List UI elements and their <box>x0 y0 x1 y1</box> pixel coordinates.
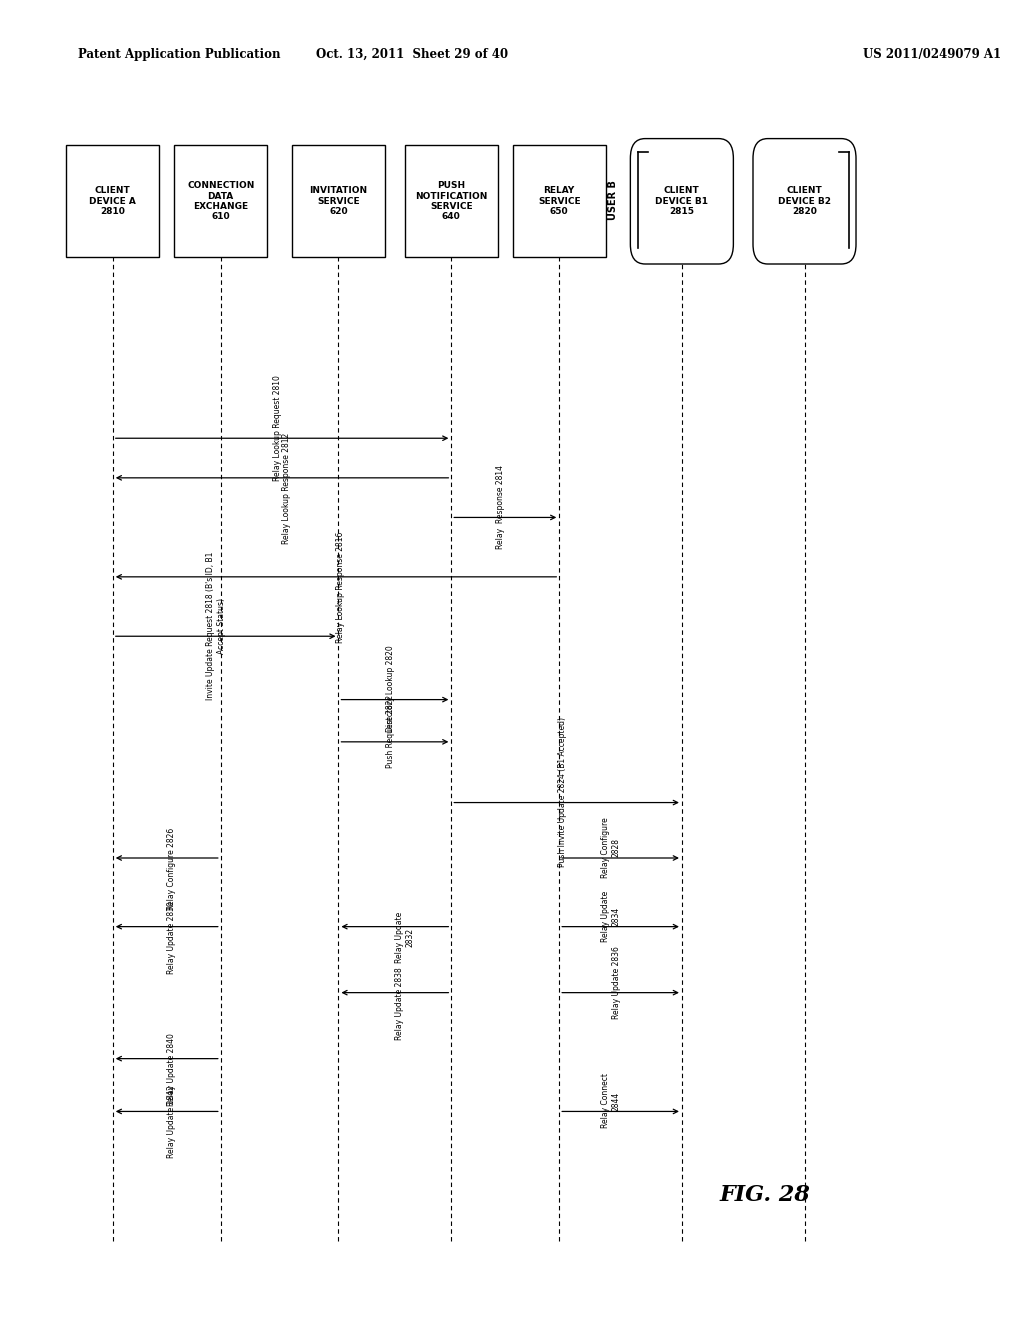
FancyBboxPatch shape <box>67 145 160 257</box>
Text: RELAY
SERVICE
650: RELAY SERVICE 650 <box>538 186 581 216</box>
Text: USER B: USER B <box>608 180 618 220</box>
Text: Invite Update Request 2818 (B's ID, B1
Accept Status): Invite Update Request 2818 (B's ID, B1 A… <box>206 552 225 700</box>
FancyBboxPatch shape <box>753 139 856 264</box>
Text: Relay Connect
2844: Relay Connect 2844 <box>601 1073 621 1129</box>
Text: US 2011/0249079 A1: US 2011/0249079 A1 <box>863 48 1001 61</box>
Text: CLIENT
DEVICE B1
2815: CLIENT DEVICE B1 2815 <box>655 186 709 216</box>
Text: CONNECTION
DATA
EXCHANGE
610: CONNECTION DATA EXCHANGE 610 <box>187 181 254 222</box>
Text: Relay Lookup Request 2810: Relay Lookup Request 2810 <box>273 375 282 480</box>
Text: Relay Update 2830: Relay Update 2830 <box>167 900 176 974</box>
Text: INVITATION
SERVICE
620: INVITATION SERVICE 620 <box>309 186 368 216</box>
Text: CLIENT
DEVICE A
2810: CLIENT DEVICE A 2810 <box>89 186 136 216</box>
Text: Relay Lookup Response 2816: Relay Lookup Response 2816 <box>336 532 345 643</box>
FancyBboxPatch shape <box>404 145 498 257</box>
FancyBboxPatch shape <box>174 145 267 257</box>
Text: Relay Lookup Response 2812: Relay Lookup Response 2812 <box>282 433 291 544</box>
Text: PUSH
NOTIFICATION
SERVICE
640: PUSH NOTIFICATION SERVICE 640 <box>415 181 487 222</box>
Text: Directory Lookup 2820: Directory Lookup 2820 <box>386 645 395 733</box>
FancyBboxPatch shape <box>292 145 385 257</box>
Text: Relay Update 2842: Relay Update 2842 <box>167 1085 176 1159</box>
Text: Relay Configure 2826: Relay Configure 2826 <box>167 828 176 909</box>
Text: Push Request 2822: Push Request 2822 <box>386 694 395 768</box>
Text: Relay  Response 2814: Relay Response 2814 <box>497 465 505 549</box>
Text: Patent Application Publication: Patent Application Publication <box>79 48 281 61</box>
FancyBboxPatch shape <box>513 145 606 257</box>
FancyBboxPatch shape <box>631 139 733 264</box>
Text: FIG. 28: FIG. 28 <box>720 1184 811 1206</box>
Text: Relay Configure
2828: Relay Configure 2828 <box>601 817 621 878</box>
Text: Relay Update
2834: Relay Update 2834 <box>601 891 621 941</box>
Text: Relay Update
2832: Relay Update 2832 <box>395 912 415 962</box>
Text: Push Invite Update 2824 (B1 Accepted): Push Invite Update 2824 (B1 Accepted) <box>558 717 566 867</box>
Text: Relay Update 2840: Relay Update 2840 <box>167 1032 176 1106</box>
Text: Relay Update 2836: Relay Update 2836 <box>611 945 621 1019</box>
Text: Oct. 13, 2011  Sheet 29 of 40: Oct. 13, 2011 Sheet 29 of 40 <box>316 48 508 61</box>
Text: CLIENT
DEVICE B2
2820: CLIENT DEVICE B2 2820 <box>778 186 831 216</box>
Text: Relay Update 2838: Relay Update 2838 <box>395 966 403 1040</box>
